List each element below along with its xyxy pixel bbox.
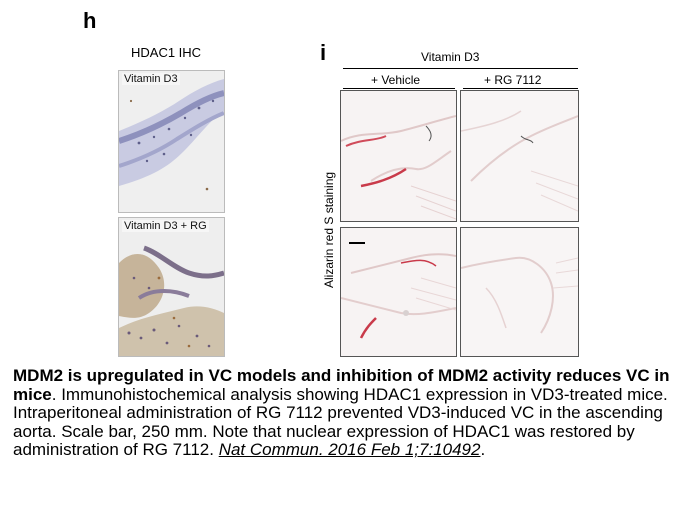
panel-h-title: HDAC1 IHC: [131, 45, 202, 60]
panel-letter-i: i: [320, 40, 327, 65]
ihc-label-vitamin-d3: Vitamin D3: [122, 73, 180, 85]
figure-caption: MDM2 is upregulated in VC models and inh…: [13, 366, 673, 460]
alizarin-rg7112-bottom: [460, 227, 579, 357]
scale-bar: [349, 242, 365, 244]
alizarin-vehicle-top: [340, 90, 457, 222]
column-underline-vehicle: [343, 88, 455, 89]
caption-bold-title: MDM2 is upregulated in VC models and inh…: [13, 366, 670, 404]
citation-link[interactable]: Nat Commun. 2016 Feb 1;7:10492: [218, 440, 481, 460]
ihc-image-vitamin-d3-rg: Vitamin D3 + RG: [118, 217, 225, 357]
caption-body: . Immunohistochemical analysis showing H…: [13, 384, 668, 460]
caption-end: .: [480, 440, 486, 460]
ihc-image-vitamin-d3: Vitamin D3: [118, 70, 225, 213]
column-label-vehicle: + Vehicle: [371, 73, 421, 87]
ihc-label-vitamin-d3-rg: Vitamin D3 + RG: [122, 220, 209, 232]
panel-i-group-label: Vitamin D3: [421, 50, 480, 64]
panel-letter-h: h: [83, 8, 97, 33]
alizarin-vehicle-bottom: [340, 227, 457, 357]
alizarin-rg7112-top: [460, 90, 579, 222]
column-underline-rg7112: [463, 88, 578, 89]
column-label-rg7112: + RG 7112: [484, 73, 542, 87]
y-axis-label: Alizarin red S staining: [322, 171, 336, 288]
group-underline: [343, 68, 578, 69]
